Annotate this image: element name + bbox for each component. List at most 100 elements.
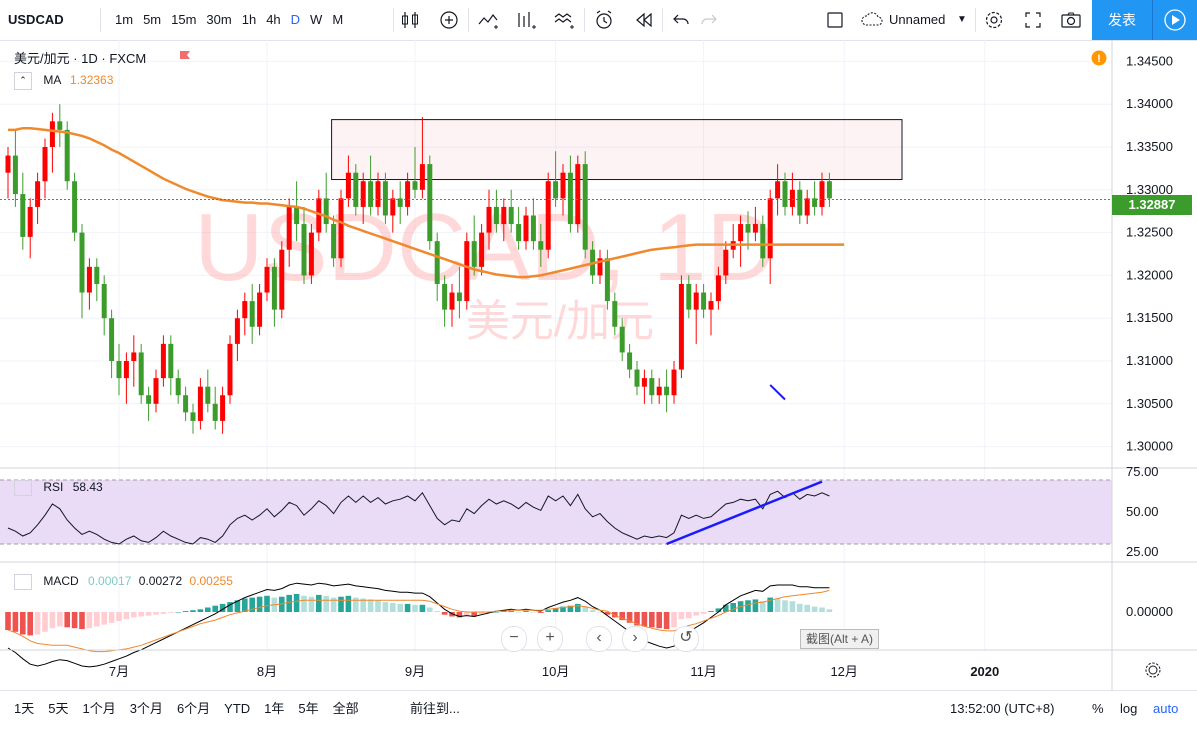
percent-toggle[interactable]: % [1092,701,1104,716]
candle-body [701,292,707,310]
chevron-down-icon[interactable]: ▼ [957,14,967,25]
zoom-in-button[interactable]: + [537,626,563,652]
macd-histogram-bar [493,612,500,613]
layout-name[interactable]: Unnamed [889,12,946,27]
add-indicator-icon[interactable] [437,8,461,32]
chart-title: 美元/加元 · 1D · FXCM [14,51,147,66]
warning-icon[interactable]: ! [1091,50,1107,66]
scroll-forward-button[interactable]: › [622,626,648,652]
reset-chart-button[interactable]: ↺ [673,626,699,652]
macd-histogram-bar [811,606,818,612]
play-icon [1164,9,1186,31]
candle-body [471,241,477,267]
macd-tick-label: 0.00000 [1126,604,1173,619]
undo-icon[interactable] [669,8,693,32]
rsi-tick-label: 50.00 [1126,504,1159,519]
candle-body [175,378,181,396]
timeframe-D[interactable]: D [290,12,301,27]
macd-histogram-bar [197,609,204,612]
candle-body [183,395,189,413]
candle-body [227,343,233,396]
auto-toggle[interactable]: auto [1153,701,1179,716]
candle-body [20,194,26,237]
macd-histogram-bar [752,599,759,612]
range-8[interactable]: 5年 [298,701,319,716]
zoom-out-button[interactable]: − [501,626,527,652]
toolbar-divider [662,8,663,32]
goto-date-button[interactable]: 前往到... [410,701,460,716]
log-toggle[interactable]: log [1120,701,1138,716]
range-5[interactable]: 6个月 [176,701,211,716]
range-3[interactable]: 1个月 [82,701,116,716]
compare-icon[interactable] [476,8,500,32]
bar-style-icon[interactable] [398,8,422,32]
rsi-tick-label: 25.00 [1126,544,1159,559]
candle-body [42,147,48,182]
settings-icon[interactable] [982,8,1006,32]
indicators-icon[interactable] [514,8,538,32]
range-1[interactable]: 1天 [14,701,35,716]
range-7[interactable]: 1年 [264,701,285,716]
macd-histogram-bar [649,612,655,628]
range-9[interactable]: 全部 [332,701,359,716]
symbol-search[interactable]: USDCAD [8,12,64,27]
publish-button[interactable]: 发表 [1092,0,1152,40]
timeframe-M[interactable]: M [332,12,344,27]
rsi-legend: RSI 58.43 [14,480,103,496]
range-6[interactable]: YTD [224,701,251,716]
candle-body [27,206,33,237]
macd-histogram-bar [797,603,803,612]
fullscreen-icon[interactable] [1021,8,1045,32]
candle-body [597,258,603,276]
templates-icon[interactable] [552,8,576,32]
macd-histogram-bar [589,610,596,612]
timeframe-1m[interactable]: 1m [115,12,134,27]
timeframe-1h[interactable]: 1h [241,12,257,27]
range-4[interactable]: 3个月 [129,701,163,716]
timeframe-4h[interactable]: 4h [266,12,281,27]
timeframe-30m[interactable]: 30m [206,12,232,27]
candle-body [79,232,85,293]
candle-body [94,266,100,284]
fullscreen-toggle-icon[interactable] [823,8,847,32]
candle-body [619,326,625,353]
snapshot-icon[interactable] [1059,8,1083,32]
collapse-icon[interactable]: ⌃ [14,72,32,90]
macd-histogram-bar [745,600,751,612]
candle-body [612,301,618,327]
play-button[interactable] [1152,0,1197,40]
timeframe-15m[interactable]: 15m [171,12,197,27]
redo-icon[interactable] [697,8,721,32]
collapse-icon[interactable] [14,574,32,590]
collapse-icon[interactable] [14,480,32,496]
macd-histogram-bar [168,612,174,613]
layout-cloud-icon[interactable] [860,8,884,32]
candle-body [64,129,70,182]
macd-histogram-bar [79,612,85,630]
candle-body [345,172,351,199]
toolbar-divider [584,8,585,32]
candle-body [220,395,226,421]
macd-histogram-bar [478,612,485,615]
candle-body [419,164,425,190]
macd-histogram-bar [375,600,381,612]
range-2[interactable]: 5天 [48,701,69,716]
macd-histogram-bar [160,612,167,614]
rsi-pane [0,479,1112,546]
candle-body [693,292,699,310]
candle-body [257,292,263,327]
macd-histogram-bar [256,596,263,612]
price-trendline [769,384,786,401]
timeframe-5m[interactable]: 5m [143,12,162,27]
alert-icon[interactable] [592,8,616,32]
macd-histogram-bar [153,612,159,615]
candle-body [168,343,174,379]
macd-histogram-bar [308,596,315,612]
replay-icon[interactable] [632,8,656,32]
macd-histogram-bar [523,611,529,612]
timeframe-W[interactable]: W [310,12,323,27]
flag-icon[interactable] [179,50,191,62]
scroll-back-button[interactable]: ‹ [586,626,612,652]
